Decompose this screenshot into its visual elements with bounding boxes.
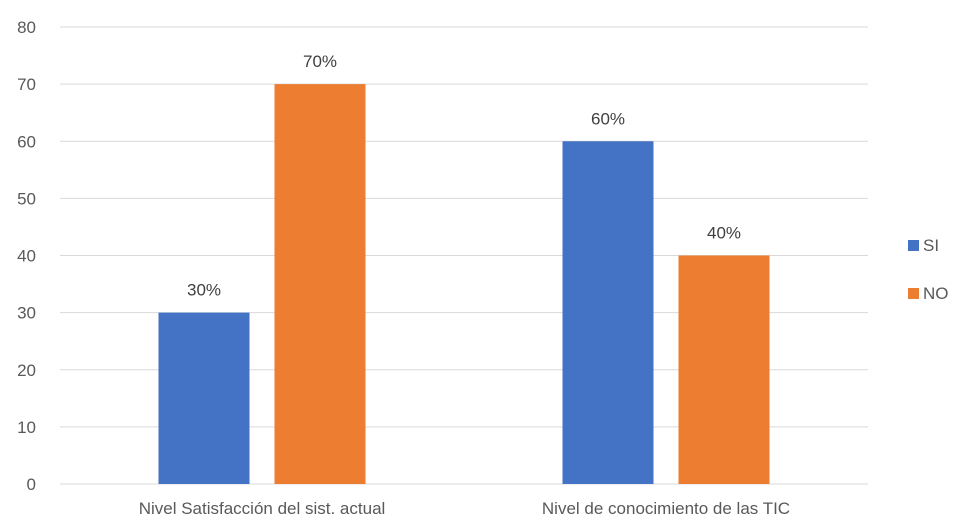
legend-label-no: NO [923, 284, 949, 303]
category-label: Nivel Satisfacción del sist. actual [139, 499, 386, 518]
y-tick-label: 10 [17, 418, 36, 437]
y-tick-label: 60 [17, 132, 36, 151]
bar-si-2 [562, 141, 654, 484]
y-tick-label: 80 [17, 18, 36, 37]
data-label-no-2: 40% [707, 224, 741, 243]
bars [158, 84, 770, 484]
x-axis-categories: Nivel Satisfacción del sist. actual Nivel… [139, 499, 790, 518]
bar-no-1 [274, 84, 366, 484]
category-label: Nivel de conocimiento de las TIC [542, 499, 790, 518]
data-label-si-1: 30% [187, 281, 221, 300]
y-tick-label: 50 [17, 189, 36, 208]
data-labels: 30% 70% 60% 40% [187, 52, 741, 300]
legend-swatch-no [908, 288, 919, 299]
bar-no-2 [678, 255, 770, 484]
data-label-si-2: 60% [591, 109, 625, 128]
y-tick-label: 40 [17, 247, 36, 266]
legend-swatch-si [908, 240, 919, 251]
bar-si-1 [158, 312, 250, 484]
y-tick-label: 0 [27, 475, 36, 494]
y-axis-ticks: 0 10 20 30 40 50 60 70 80 [17, 18, 36, 494]
y-tick-label: 70 [17, 75, 36, 94]
y-tick-label: 30 [17, 304, 36, 323]
data-label-no-1: 70% [303, 52, 337, 71]
legend: SI NO [908, 236, 949, 303]
y-tick-label: 20 [17, 361, 36, 380]
legend-label-si: SI [923, 236, 939, 255]
